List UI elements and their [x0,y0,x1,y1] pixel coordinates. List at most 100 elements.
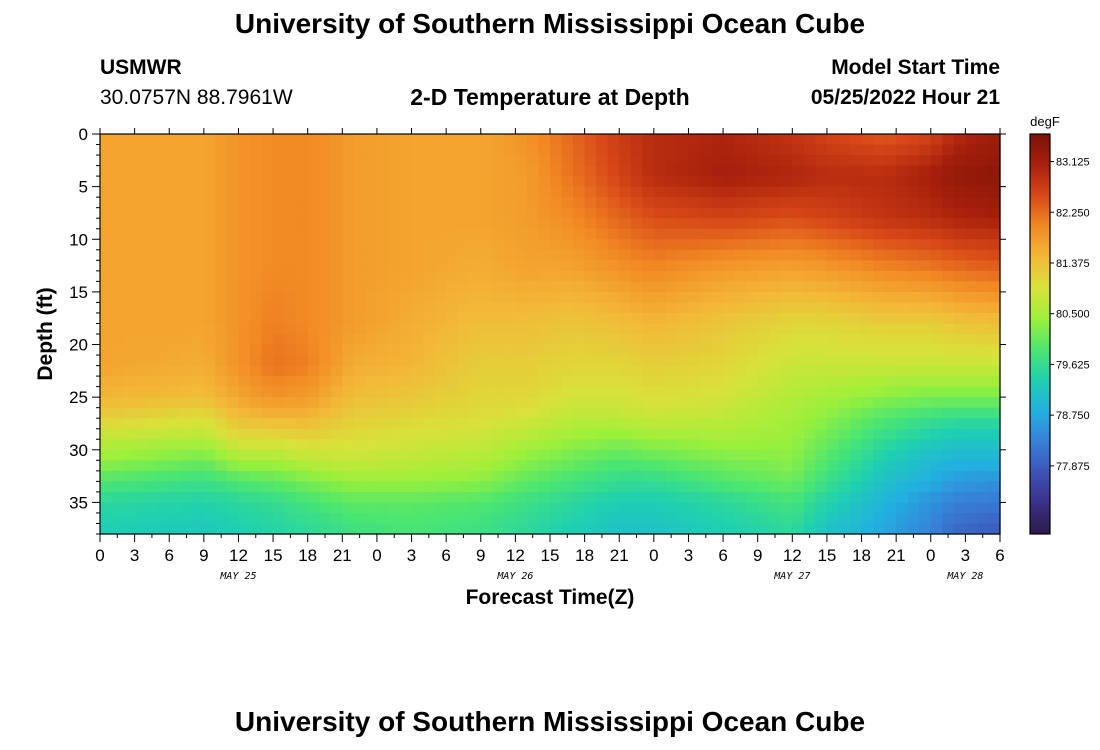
heatmap-cell [953,523,966,535]
heatmap-cell [907,334,920,346]
heatmap-cell [503,165,516,177]
heatmap-cell [607,260,620,272]
heatmap-cell [457,418,470,430]
heatmap-cell [388,207,401,219]
heatmap-cell [330,165,343,177]
heatmap-cell [734,291,747,304]
heatmap-cell [111,270,124,282]
heatmap-cell [630,502,643,514]
heatmap-cell [930,239,943,251]
heatmap-cell [273,134,286,146]
heatmap-cell [873,449,886,461]
heatmap-cell [446,491,459,504]
heatmap-cell [907,523,920,535]
heatmap-cell [503,397,516,409]
heatmap-cell [550,249,563,261]
heatmap-cell [180,502,193,514]
heatmap-cell [734,397,747,409]
heatmap-cell [653,144,666,156]
heatmap-cell [965,491,978,504]
heatmap-cell [411,334,424,346]
heatmap-cell [769,207,782,219]
heatmap-cell [400,134,413,146]
heatmap-cell [400,523,413,535]
heatmap-cell [226,260,240,272]
heatmap-cell [665,323,678,335]
heatmap-cell [330,397,343,409]
heatmap-cell [780,418,793,430]
heatmap-cell [400,144,413,156]
heatmap-cell [815,186,828,198]
heatmap-cell [596,481,609,493]
heatmap-cell [676,134,690,146]
heatmap-cell [100,249,113,261]
heatmap-cell [273,144,286,156]
heatmap-cell [238,302,251,314]
heatmap-cell [630,165,643,177]
heatmap-cell [296,470,309,482]
heatmap-cell [607,491,620,504]
heatmap-cell [515,249,528,261]
heatmap-cell [653,365,666,377]
heatmap-cell [584,239,597,251]
heatmap-cell [896,407,909,419]
heatmap-cell [792,418,805,430]
heatmap-cell [192,218,205,230]
heatmap-cell [146,355,159,367]
heatmap-cell [492,449,505,461]
heatmap-cell [146,323,159,335]
heatmap-cell [226,428,240,440]
heatmap-cell [526,470,540,482]
heatmap-cell [573,439,586,451]
heatmap-cell [930,165,943,177]
heatmap-cell [238,376,251,388]
heatmap-cell [296,449,309,461]
heatmap-cell [711,502,724,514]
heatmap-cell [596,144,609,156]
heatmap-cell [111,207,124,219]
heatmap-cell [238,418,251,430]
heatmap-cell [746,344,759,356]
heatmap-cell [307,470,320,482]
heatmap-cell [711,134,724,146]
heatmap-cell [596,428,609,440]
heatmap-cell [792,397,805,409]
heatmap-cell [526,376,540,388]
heatmap-cell [123,239,136,251]
heatmap-cell [988,470,1001,482]
heatmap-cell [930,355,943,367]
heatmap-cell [723,355,736,367]
heatmap-cell [342,470,355,482]
heatmap-cell [653,470,666,482]
heatmap-cell [838,165,851,177]
heatmap-cell [861,386,874,398]
colorbar-label: 77.875 [1056,461,1090,473]
heatmap-cell [942,334,955,346]
heatmap-cell [330,470,343,482]
heatmap-cell [446,323,459,335]
heatmap-cell [815,176,828,188]
heatmap-cell [838,218,851,230]
heatmap-cell [930,312,943,325]
heatmap-cell [607,197,620,209]
heatmap-cell [146,249,159,261]
heatmap-cell [469,281,482,293]
heatmap-cell [861,228,874,240]
heatmap-cell [203,218,216,230]
heatmap-cell [965,397,978,409]
heatmap-cell [826,365,840,377]
heatmap-cell [376,376,390,388]
heatmap-cell [515,186,528,198]
heatmap-cell [376,312,390,325]
heatmap-cell [769,218,782,230]
heatmap-cell [446,428,459,440]
heatmap-cell [365,312,378,325]
heatmap-cell [261,397,274,409]
heatmap-cell [457,355,470,367]
heatmap-cell [815,134,828,146]
x-tick-label: 12 [229,546,248,565]
heatmap-cell [896,470,909,482]
heatmap-cell [561,197,574,209]
heatmap-cell [607,470,620,482]
heatmap-cell [480,407,493,419]
